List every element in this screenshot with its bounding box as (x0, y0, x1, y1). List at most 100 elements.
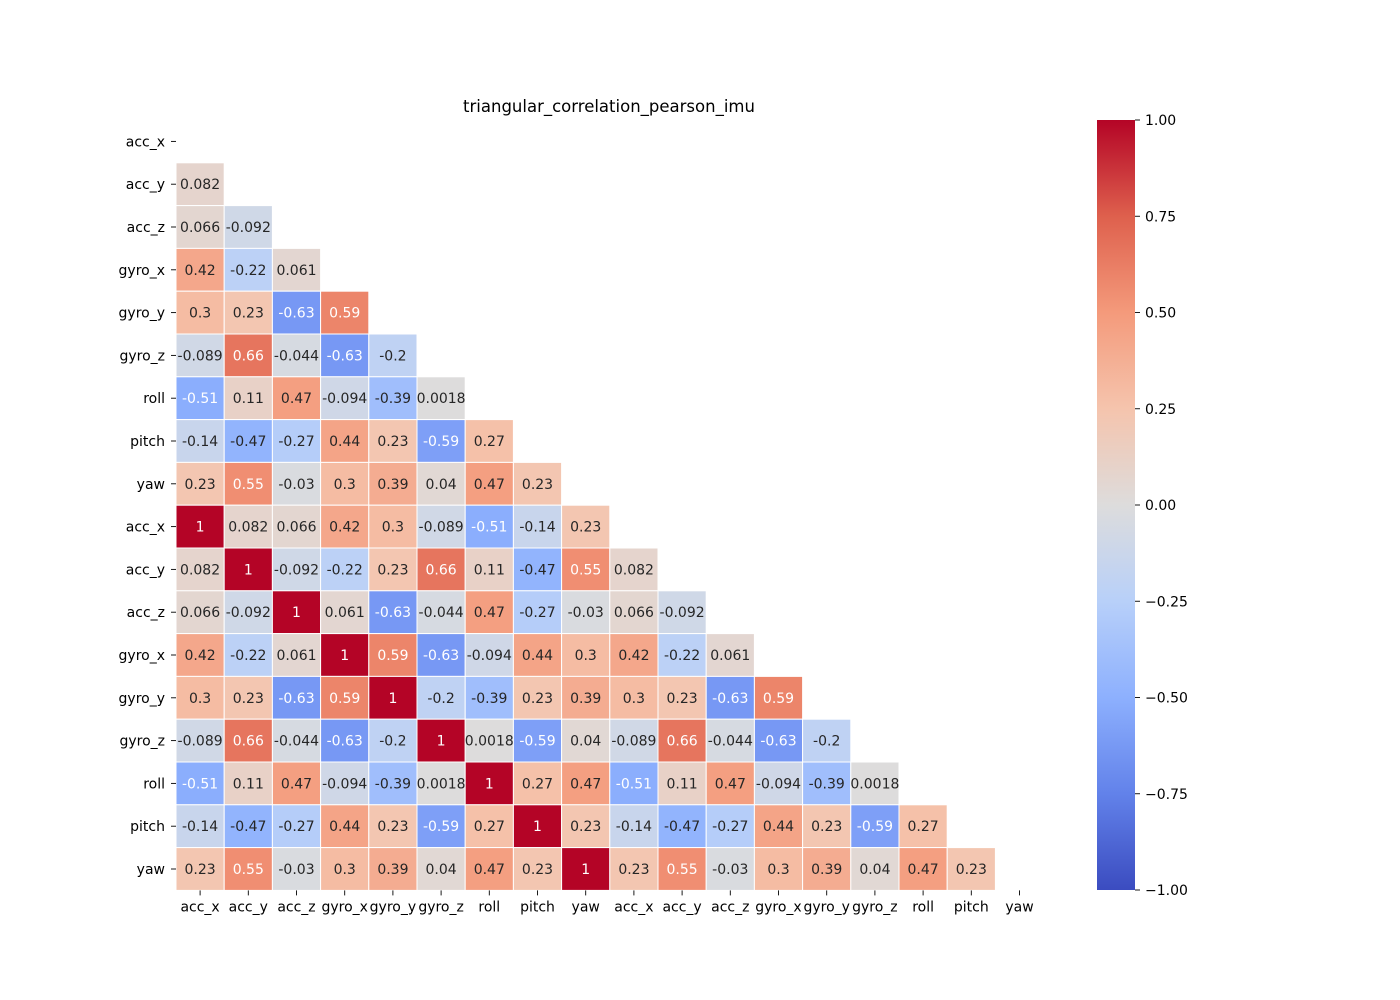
y-axis-tick-label: roll (143, 776, 165, 792)
heatmap-cell (320, 376, 370, 421)
heatmap-cell-value: 0.47 (281, 391, 312, 407)
colorbar-tick-label: 0.50 (1145, 306, 1176, 322)
heatmap-cell-value: 0.66 (233, 734, 264, 750)
x-axis-tick-label: pitch (520, 899, 555, 915)
heatmap-cell-value: 0.23 (185, 477, 216, 493)
heatmap-cell (271, 761, 322, 806)
x-axis-tick-label: roll (912, 899, 934, 915)
heatmap-cell-value: 0.3 (623, 691, 645, 707)
heatmap-cell-value: 0.066 (180, 220, 220, 236)
heatmap-cell (802, 847, 852, 891)
heatmap-cell (320, 290, 370, 335)
heatmap-cell (657, 633, 707, 677)
heatmap-cell-value: 0.47 (474, 862, 505, 878)
heatmap-cell-value: 0.082 (228, 520, 268, 536)
heatmap-cell (320, 633, 370, 677)
heatmap-cell-value: 0.0018 (417, 776, 466, 792)
heatmap-cell-value: 0.066 (276, 520, 316, 536)
heatmap-cell (416, 504, 466, 549)
heatmap-cell (512, 718, 563, 763)
heatmap-cell-value: -0.39 (375, 776, 411, 792)
heatmap-cell-value: -0.092 (660, 605, 705, 621)
heatmap-cell-value: 0.3 (767, 862, 789, 878)
heatmap-cell (271, 633, 322, 677)
heatmap-cell-value: 0.42 (329, 520, 360, 536)
heatmap-cell (561, 633, 611, 677)
heatmap-cell (223, 761, 273, 806)
heatmap-cell (368, 547, 418, 592)
heatmap-cell (561, 590, 611, 635)
heatmap-cell (175, 461, 225, 506)
heatmap-cell (609, 675, 659, 720)
x-axis-tick-label: gyro_x (321, 899, 367, 915)
heatmap-cell-value: 0.47 (474, 477, 505, 493)
heatmap-cell-value: 0.23 (811, 819, 842, 835)
heatmap-cell (657, 590, 707, 635)
heatmap-cell-value: -0.22 (327, 562, 363, 578)
heatmap-cell-value: 0.27 (474, 819, 505, 835)
x-axis-tick-label: gyro_z (852, 899, 898, 915)
y-axis-tick-label: acc_x (126, 520, 165, 536)
heatmap-cell (175, 590, 225, 635)
heatmap-cell-value: 0.23 (522, 477, 553, 493)
y-axis-tick-label: acc_y (126, 177, 165, 193)
heatmap-cell-value: 0.3 (382, 520, 404, 536)
heatmap-cell (850, 847, 900, 891)
heatmap-cell-value: 0.23 (185, 862, 216, 878)
heatmap-cell-value: 0.44 (522, 648, 553, 664)
heatmap-cell-value: 0.47 (570, 776, 601, 792)
heatmap-cell (464, 718, 514, 763)
heatmap-cell-value: -0.092 (274, 562, 319, 578)
colorbar-tick-label: −0.75 (1145, 787, 1188, 803)
heatmap-cell (416, 547, 466, 592)
heatmap-cell-value: -0.094 (756, 776, 801, 792)
heatmap-cell (368, 675, 418, 720)
heatmap-cell-value: -0.03 (568, 605, 604, 621)
heatmap-cell (271, 547, 322, 592)
heatmap-cell-value: -0.51 (182, 776, 218, 792)
heatmap-cell (175, 419, 225, 463)
heatmap-cell (657, 804, 707, 849)
y-axis-tick-label: yaw (137, 477, 165, 493)
heatmap-cell-value: 1 (196, 520, 205, 536)
heatmap-cell-value: -0.2 (379, 348, 406, 364)
heatmap-cell-value: -0.59 (857, 819, 893, 835)
x-axis-tick-label: yaw (1005, 899, 1033, 915)
heatmap-cell-value: 0.23 (377, 562, 408, 578)
heatmap-cell (850, 761, 900, 806)
heatmap-cell (271, 847, 322, 891)
heatmap-cell (271, 504, 322, 549)
heatmap-cell (416, 804, 466, 849)
x-axis-tick-label: gyro_x (755, 899, 801, 915)
heatmap-cell-value: 0.39 (377, 477, 408, 493)
heatmap-cell-value: -0.2 (379, 734, 406, 750)
heatmap-cell-value: 0.061 (710, 648, 750, 664)
y-axis-tick-label: pitch (130, 434, 165, 450)
heatmap-cell-value: -0.03 (278, 477, 314, 493)
heatmap-cell-value: -0.47 (664, 819, 700, 835)
x-axis-tick-label: pitch (954, 899, 989, 915)
heatmap-cell (609, 847, 659, 891)
heatmap-cell (898, 847, 948, 891)
heatmap-cell-value: 0.27 (908, 819, 939, 835)
heatmap-cell (320, 333, 370, 378)
heatmap-cell-value: 0.0018 (417, 391, 466, 407)
heatmap-cell (802, 804, 852, 849)
heatmap-cell-value: 0.082 (180, 562, 220, 578)
heatmap-cell-value: 0.0018 (850, 776, 899, 792)
heatmap-cell-value: 0.11 (233, 776, 264, 792)
heatmap-cell-value: -0.63 (278, 306, 314, 322)
heatmap-cell-value: 0.3 (189, 306, 211, 322)
heatmap-cell-value: -0.044 (274, 734, 319, 750)
heatmap-cell-value: 0.44 (329, 819, 360, 835)
heatmap-cell (561, 675, 611, 720)
heatmap-cell-value: 0.061 (325, 605, 365, 621)
heatmap-cell (561, 804, 611, 849)
colorbar-tick-label: 0.75 (1145, 209, 1176, 225)
heatmap-cell-value: 0.55 (667, 862, 698, 878)
heatmap-cell-value: 0.3 (334, 477, 356, 493)
heatmap-cell (416, 718, 466, 763)
heatmap-cell (416, 376, 466, 421)
heatmap-cell-value: -0.27 (519, 605, 555, 621)
heatmap-cell (705, 804, 755, 849)
